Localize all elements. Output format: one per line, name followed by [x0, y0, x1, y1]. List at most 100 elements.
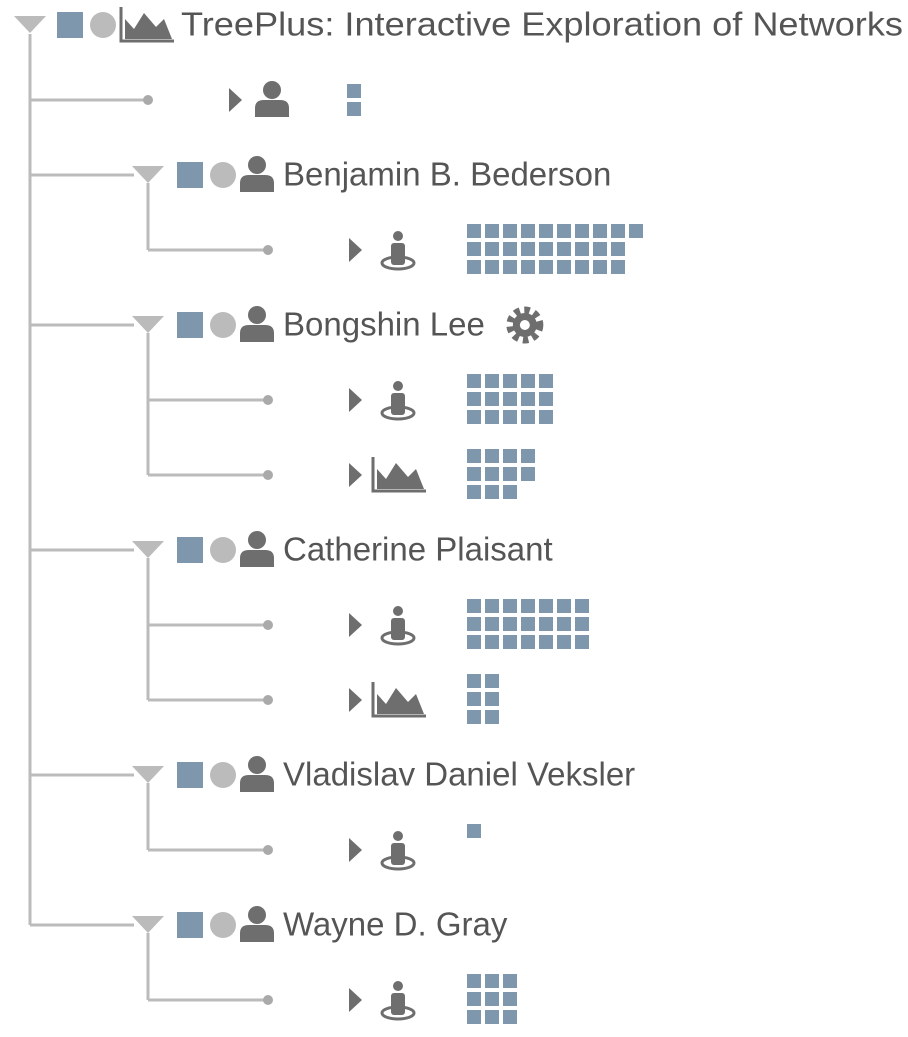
body	[240, 925, 274, 942]
head	[248, 531, 266, 549]
head	[248, 306, 266, 324]
count-square	[521, 410, 535, 424]
count-square	[575, 635, 589, 649]
count-square	[485, 599, 499, 613]
expand-toggle[interactable]	[349, 238, 362, 262]
count-square	[467, 224, 481, 238]
count-square	[521, 242, 535, 256]
node-label: Benjamin B. Bederson	[283, 156, 611, 193]
count-square	[485, 692, 499, 706]
expand-toggle[interactable]	[349, 463, 362, 487]
count-grid	[347, 84, 361, 116]
count-square	[467, 410, 481, 424]
body	[391, 993, 405, 1015]
node-circle	[210, 312, 236, 338]
node-square	[177, 162, 203, 188]
gear-icon	[506, 306, 544, 344]
collapse-toggle[interactable]	[132, 916, 164, 933]
collapse-toggle[interactable]	[14, 16, 46, 33]
count-square	[575, 599, 589, 613]
count-square	[485, 410, 499, 424]
ego-icon	[380, 606, 416, 646]
head	[393, 831, 403, 841]
count-square	[467, 710, 481, 724]
expand-toggle[interactable]	[349, 613, 362, 637]
count-square	[485, 992, 499, 1006]
count-square	[575, 224, 589, 238]
count-square	[485, 242, 499, 256]
expand-toggle[interactable]	[349, 838, 362, 862]
count-square	[467, 260, 481, 274]
person-icon	[255, 81, 289, 117]
count-square	[539, 410, 553, 424]
expand-toggle[interactable]	[229, 88, 242, 112]
body	[391, 843, 405, 865]
collapse-toggle[interactable]	[132, 766, 164, 783]
count-square	[557, 617, 571, 631]
head	[393, 381, 403, 391]
count-square	[467, 692, 481, 706]
count-square	[557, 599, 571, 613]
count-grid	[467, 224, 643, 274]
collapse-toggle[interactable]	[132, 166, 164, 183]
expand-toggle[interactable]	[349, 388, 362, 412]
person-icon	[240, 306, 274, 342]
leaf-dot	[263, 470, 273, 480]
area	[377, 688, 424, 714]
count-square	[521, 374, 535, 388]
count-square	[503, 635, 517, 649]
count-square	[503, 974, 517, 988]
node-circle	[210, 762, 236, 788]
node-label: Bongshin Lee	[283, 306, 485, 343]
count-square	[467, 974, 481, 988]
count-square	[539, 224, 553, 238]
count-grid	[467, 599, 589, 649]
count-square	[485, 467, 499, 481]
count-square	[467, 992, 481, 1006]
count-square	[503, 617, 517, 631]
person-icon	[240, 906, 274, 942]
count-square	[485, 392, 499, 406]
count-square	[539, 617, 553, 631]
count-square	[611, 224, 625, 238]
area	[377, 463, 424, 489]
leaf-dot	[263, 995, 273, 1005]
count-square	[347, 102, 361, 116]
body	[240, 325, 274, 342]
count-square	[467, 674, 481, 688]
collapse-toggle[interactable]	[132, 541, 164, 558]
count-square	[467, 617, 481, 631]
count-square	[539, 242, 553, 256]
expand-toggle[interactable]	[349, 688, 362, 712]
count-square	[347, 84, 361, 98]
count-square	[467, 374, 481, 388]
count-square	[503, 449, 517, 463]
count-square	[521, 449, 535, 463]
collapse-toggle[interactable]	[132, 316, 164, 333]
count-square	[467, 1010, 481, 1024]
count-square	[485, 674, 499, 688]
body	[240, 775, 274, 792]
body	[391, 243, 405, 265]
ego-icon	[380, 381, 416, 421]
count-square	[539, 599, 553, 613]
count-square	[503, 260, 517, 274]
leaf-dot	[263, 695, 273, 705]
count-square	[467, 824, 481, 838]
node-square	[177, 537, 203, 563]
expand-toggle[interactable]	[349, 988, 362, 1012]
count-square	[539, 635, 553, 649]
count-grid	[467, 674, 499, 724]
count-square	[593, 260, 607, 274]
count-grid	[467, 974, 517, 1024]
chart-icon	[371, 457, 426, 493]
count-square	[485, 1010, 499, 1024]
count-square	[485, 224, 499, 238]
node-label: Wayne D. Gray	[283, 906, 508, 943]
count-square	[503, 485, 517, 499]
person-icon	[240, 531, 274, 567]
head	[248, 156, 266, 174]
count-square	[503, 392, 517, 406]
node-circle	[210, 162, 236, 188]
head	[248, 756, 266, 774]
